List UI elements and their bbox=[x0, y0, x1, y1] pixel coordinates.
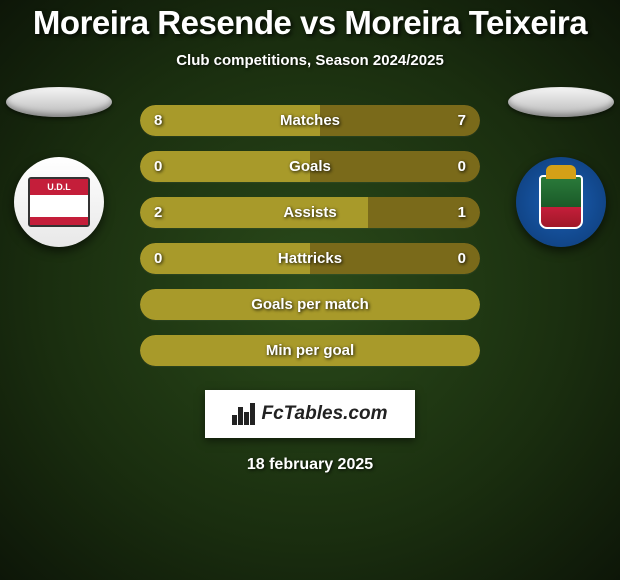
stat-label: Assists bbox=[283, 204, 336, 221]
stat-row: Goals per match bbox=[140, 289, 480, 320]
right-club-logo bbox=[516, 157, 606, 247]
stat-value-right: 0 bbox=[458, 250, 466, 267]
stat-row: 0 Goals 0 bbox=[140, 151, 480, 182]
stat-label: Goals bbox=[289, 158, 331, 175]
stat-value-left: 8 bbox=[154, 112, 162, 129]
brand-text: FcTables.com bbox=[261, 403, 387, 425]
stat-fill-right bbox=[310, 151, 480, 182]
stat-value-left: 0 bbox=[154, 250, 162, 267]
stat-label: Goals per match bbox=[251, 296, 369, 313]
left-club-badge-text: U.D.L bbox=[30, 179, 88, 195]
stat-row: 0 Hattricks 0 bbox=[140, 243, 480, 274]
root: Moreira Resende vs Moreira Teixeira Club… bbox=[0, 0, 620, 580]
left-club-logo: U.D.L bbox=[14, 157, 104, 247]
stat-label: Hattricks bbox=[278, 250, 342, 267]
stat-value-left: 2 bbox=[154, 204, 162, 221]
stat-row: 8 Matches 7 bbox=[140, 105, 480, 136]
stat-fill-right bbox=[320, 105, 480, 136]
page-subtitle: Club competitions, Season 2024/2025 bbox=[176, 52, 444, 69]
page-title: Moreira Resende vs Moreira Teixeira bbox=[33, 4, 587, 42]
stat-rows: 8 Matches 7 0 Goals 0 2 Assists 1 0 Hattricks 0 Goal… bbox=[140, 105, 480, 366]
stat-value-right: 0 bbox=[458, 158, 466, 175]
stat-row: 2 Assists 1 bbox=[140, 197, 480, 228]
right-player-column bbox=[506, 87, 616, 247]
brand-bars-icon bbox=[232, 403, 255, 425]
left-player-column: U.D.L bbox=[4, 87, 114, 247]
stat-value-right: 1 bbox=[458, 204, 466, 221]
brand-box: FcTables.com bbox=[205, 390, 415, 438]
stat-row: Min per goal bbox=[140, 335, 480, 366]
right-player-avatar-placeholder bbox=[508, 87, 614, 117]
comparison-chart: U.D.L 8 Matches 7 0 Goals 0 2 Assists 1 0 Hattrick… bbox=[0, 105, 620, 366]
stat-label: Min per goal bbox=[266, 342, 354, 359]
date-label: 18 february 2025 bbox=[247, 456, 373, 474]
right-club-badge bbox=[539, 175, 583, 229]
left-player-avatar-placeholder bbox=[6, 87, 112, 117]
stat-value-left: 0 bbox=[154, 158, 162, 175]
stat-label: Matches bbox=[280, 112, 340, 129]
stat-value-right: 7 bbox=[458, 112, 466, 129]
stat-fill-left bbox=[140, 151, 310, 182]
left-club-badge: U.D.L bbox=[28, 177, 90, 227]
